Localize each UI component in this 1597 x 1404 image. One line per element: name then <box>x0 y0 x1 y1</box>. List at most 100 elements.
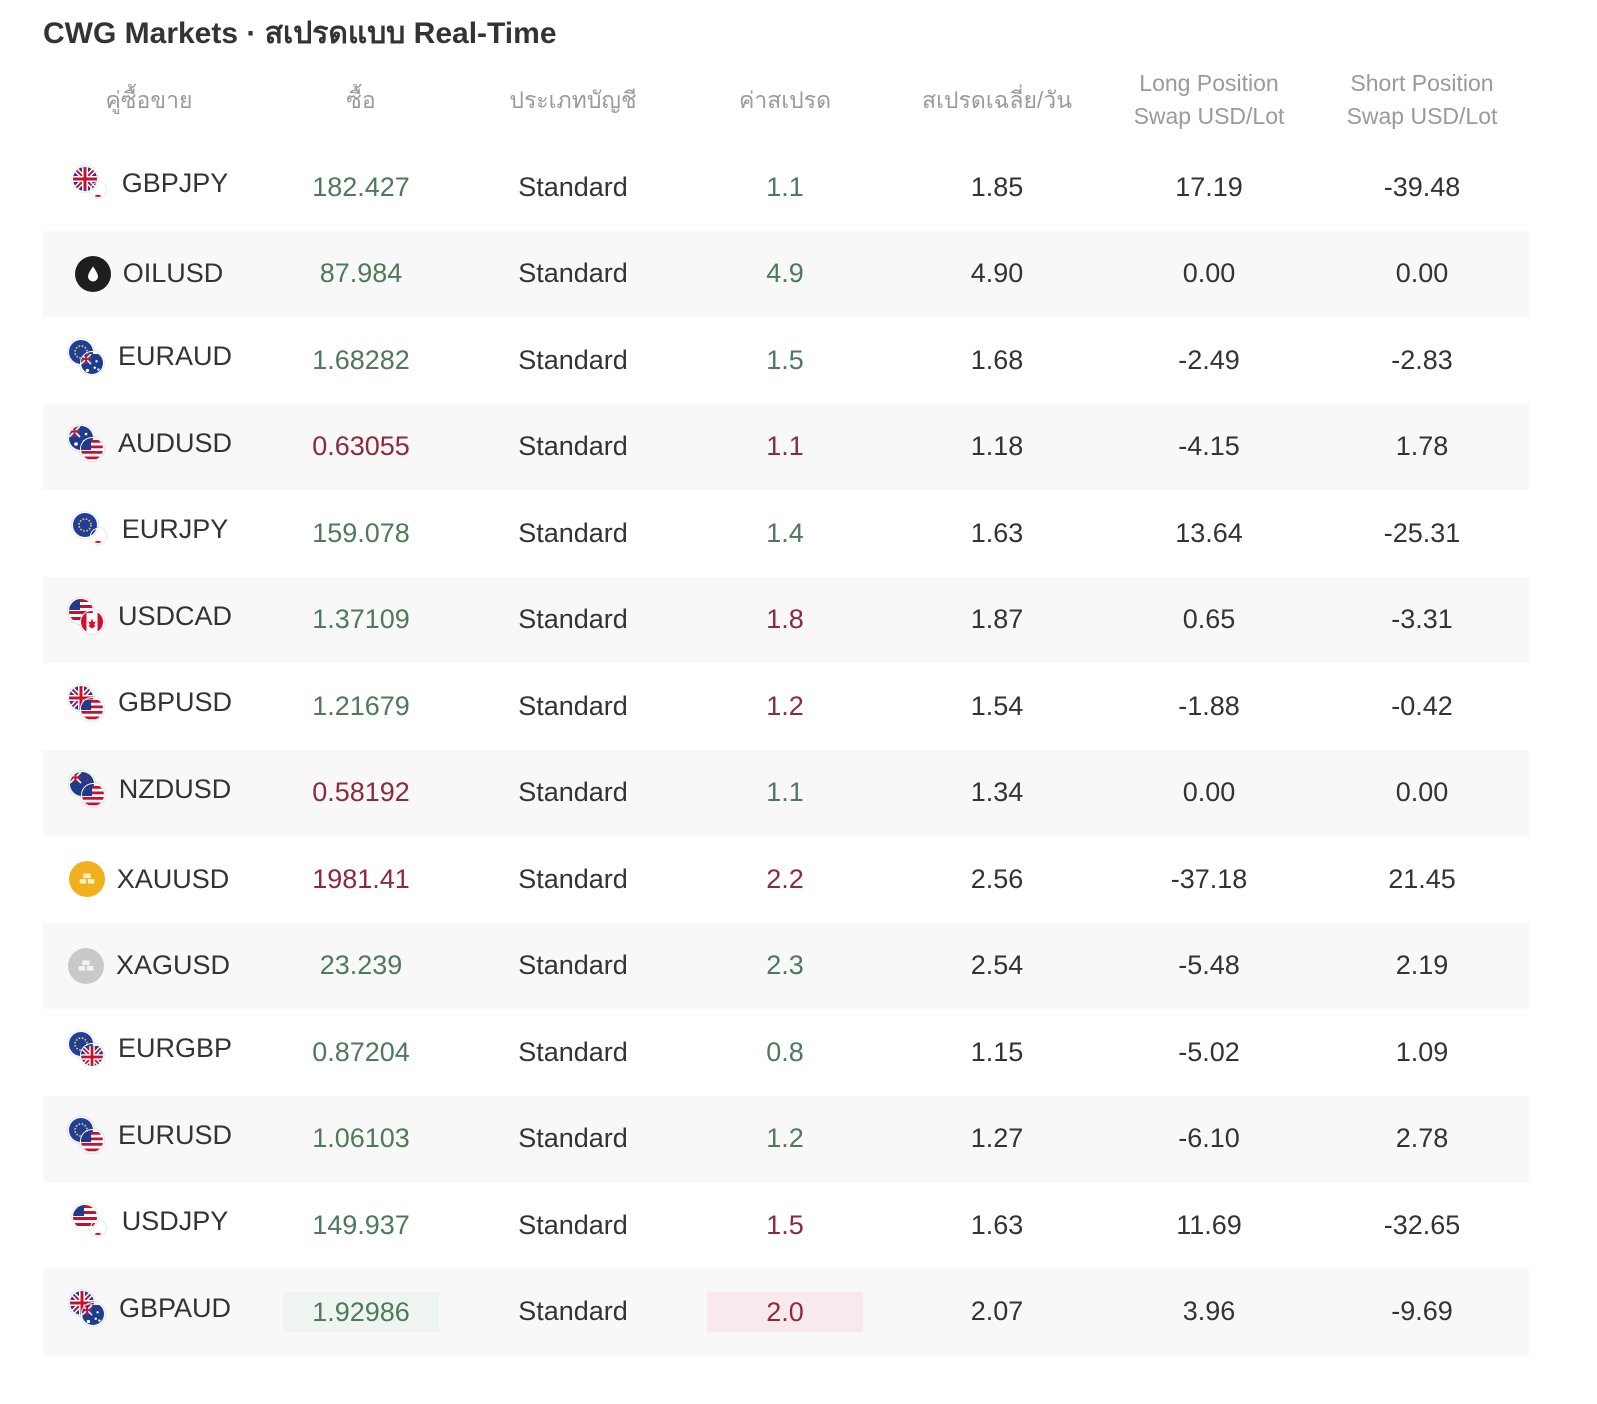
avg-spread-cell: 1.63 <box>891 1182 1103 1269</box>
avg-spread-value: 1.63 <box>970 1209 1024 1240</box>
pair-cell: XAGUSD <box>43 922 255 1009</box>
account-type-cell: Standard <box>467 836 679 923</box>
header-long-swap: Long Position Swap USD/Lot <box>1103 56 1315 144</box>
buy-price: 0.63055 <box>312 431 410 462</box>
short-swap-cell: 0.00 <box>1315 230 1529 317</box>
short-swap-value: -39.48 <box>1383 171 1461 202</box>
account-type: Standard <box>518 1209 628 1240</box>
header-spread: ค่าสเปรด <box>738 86 832 113</box>
spread-cell: 1.1 <box>679 749 891 836</box>
header-long-line2: Swap USD/Lot <box>1133 103 1285 129</box>
account-type: Standard <box>518 777 628 808</box>
oil-drop-icon <box>74 255 111 292</box>
spread-value: 1.8 <box>766 604 804 635</box>
buy-cell: 87.984 <box>255 230 467 317</box>
account-type: Standard <box>518 604 628 635</box>
spread-cell: 1.5 <box>679 1182 891 1269</box>
buy-cell: 0.58192 <box>255 749 467 836</box>
pair-symbol: GBPJPY <box>121 168 229 199</box>
avg-spread-value: 1.54 <box>970 690 1024 721</box>
account-type-cell: Standard <box>467 317 679 404</box>
account-type-cell: Standard <box>467 144 679 231</box>
long-swap-cell: 0.00 <box>1103 749 1315 836</box>
buy-cell: 1.68282 <box>255 317 467 404</box>
avg-spread-cell: 1.15 <box>891 1009 1103 1096</box>
spread-value: 1.5 <box>766 1209 804 1240</box>
long-swap-value: 0.65 <box>1182 604 1236 635</box>
avg-spread-cell: 1.27 <box>891 1095 1103 1182</box>
short-swap-value: 2.19 <box>1395 950 1449 981</box>
short-swap-cell: -39.48 <box>1315 144 1529 231</box>
short-swap-cell: 1.09 <box>1315 1009 1529 1096</box>
spread-value: 2.3 <box>766 950 804 981</box>
buy-price: 1.68282 <box>312 344 410 375</box>
long-swap-cell: 13.64 <box>1103 490 1315 577</box>
spread-value: 1.4 <box>766 517 804 548</box>
pair-cell: OILUSD <box>43 230 255 317</box>
gold-bar-icon <box>68 861 105 898</box>
aud-usd-flag-icon <box>66 423 106 463</box>
short-swap-cell: -0.42 <box>1315 663 1529 750</box>
pair-cell: XAUUSD <box>43 836 255 923</box>
avg-spread-value: 2.07 <box>970 1296 1024 1327</box>
long-swap-value: -5.48 <box>1178 950 1240 981</box>
avg-spread-cell: 2.07 <box>891 1268 1103 1355</box>
pair-cell: EURGBP <box>43 1009 255 1096</box>
table-row: EURUSD 1.06103 Standard 1.2 1.27 -6.10 2.78 <box>43 1095 1529 1182</box>
nzd-usd-flag-icon <box>67 769 107 809</box>
account-type-cell: Standard <box>467 490 679 577</box>
avg-spread-value: 2.54 <box>970 950 1024 981</box>
buy-cell: 1.21679 <box>255 663 467 750</box>
pair-symbol: GBPAUD <box>118 1292 232 1323</box>
avg-spread-cell: 1.68 <box>891 317 1103 404</box>
buy-price: 1.06103 <box>312 1123 410 1154</box>
avg-spread-value: 1.68 <box>970 344 1024 375</box>
account-type: Standard <box>518 344 628 375</box>
table-row: EURGBP 0.87204 Standard 0.8 1.15 -5.02 1.09 <box>43 1009 1529 1096</box>
short-swap-cell: 2.19 <box>1315 922 1529 1009</box>
buy-cell: 0.87204 <box>255 1009 467 1096</box>
spread-value: 1.2 <box>766 690 804 721</box>
eur-gbp-flag-icon <box>66 1029 106 1069</box>
usd-jpy-flag-icon <box>70 1202 110 1242</box>
avg-spread-cell: 2.54 <box>891 922 1103 1009</box>
gbp-usd-flag-icon <box>66 683 106 723</box>
short-swap-value: 0.00 <box>1395 258 1449 289</box>
account-type: Standard <box>518 171 628 202</box>
header-long-line1: Long Position <box>1139 70 1279 96</box>
gbp-aud-flag-icon <box>67 1288 107 1328</box>
pair-symbol: USDJPY <box>121 1206 229 1237</box>
long-swap-cell: 0.00 <box>1103 230 1315 317</box>
spread-value: 1.1 <box>766 171 804 202</box>
avg-spread-cell: 1.18 <box>891 403 1103 490</box>
long-swap-cell: 17.19 <box>1103 144 1315 231</box>
table-row: NZDUSD 0.58192 Standard 1.1 1.34 0.00 0.00 <box>43 749 1529 836</box>
long-swap-value: -37.18 <box>1170 863 1248 894</box>
eur-jpy-flag-icon <box>70 510 110 550</box>
long-swap-value: 17.19 <box>1175 171 1243 202</box>
header-short-line2: Swap USD/Lot <box>1346 103 1498 129</box>
spread-value: 1.1 <box>766 777 804 808</box>
pair-cell: EURAUD <box>43 317 255 404</box>
spread-value: 4.9 <box>766 258 804 289</box>
short-swap-value: 1.78 <box>1395 431 1449 462</box>
header-short-swap: Short Position Swap USD/Lot <box>1315 56 1529 144</box>
avg-spread-cell: 1.54 <box>891 663 1103 750</box>
pair-cell: AUDUSD <box>43 403 255 490</box>
avg-spread-cell: 4.90 <box>891 230 1103 317</box>
spread-cell: 2.3 <box>679 922 891 1009</box>
buy-cell: 23.239 <box>255 922 467 1009</box>
header-avg-spread: สเปรดเฉลี่ย/วัน <box>922 86 1072 113</box>
buy-cell: 159.078 <box>255 490 467 577</box>
buy-price: 1981.41 <box>312 863 410 894</box>
avg-spread-cell: 1.34 <box>891 749 1103 836</box>
avg-spread-value: 1.87 <box>970 604 1024 635</box>
pair-symbol: USDCAD <box>117 600 232 631</box>
pair-cell: GBPAUD <box>43 1268 255 1355</box>
pair-symbol: NZDUSD <box>118 773 232 804</box>
buy-price: 0.87204 <box>312 1036 410 1067</box>
pair-cell: EURJPY <box>43 490 255 577</box>
avg-spread-value: 1.85 <box>970 171 1024 202</box>
pair-symbol: AUDUSD <box>117 427 232 458</box>
table-row: GBPJPY 182.427 Standard 1.1 1.85 17.19 -39.48 <box>43 144 1529 231</box>
